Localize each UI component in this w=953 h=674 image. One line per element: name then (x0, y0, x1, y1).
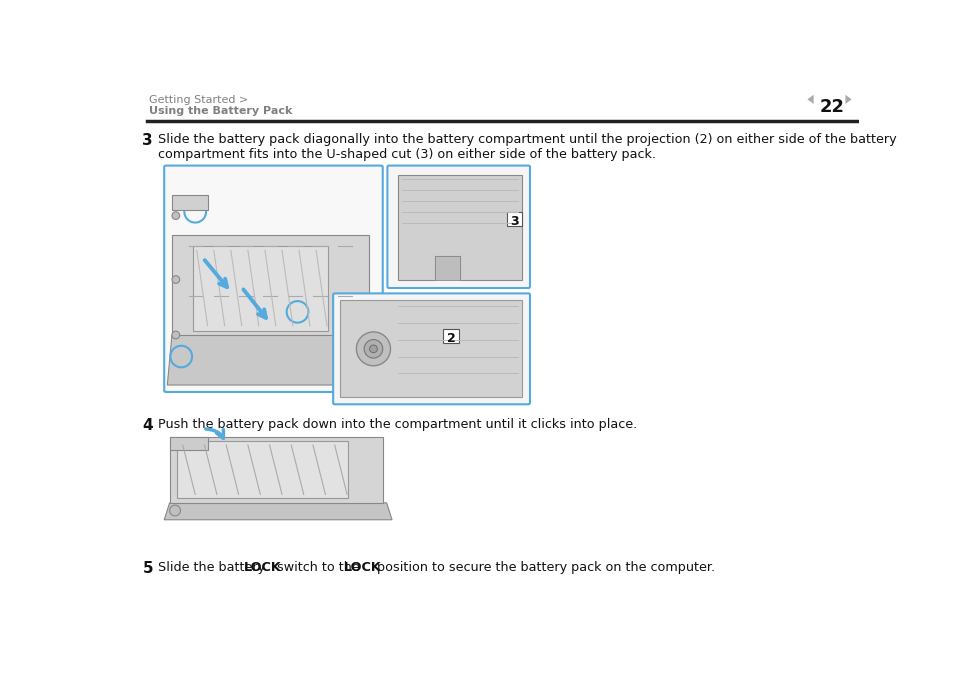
Polygon shape (340, 301, 521, 396)
FancyBboxPatch shape (333, 293, 530, 404)
Circle shape (170, 505, 180, 516)
Text: 5: 5 (142, 561, 153, 576)
Text: switch to the: switch to the (273, 561, 364, 574)
FancyBboxPatch shape (506, 212, 521, 226)
Circle shape (356, 332, 390, 366)
Polygon shape (435, 256, 459, 280)
Text: Slide the battery: Slide the battery (158, 561, 269, 574)
Circle shape (172, 331, 179, 339)
Text: Push the battery pack down into the compartment until it clicks into place.: Push the battery pack down into the comp… (158, 418, 637, 431)
Text: Slide the battery pack diagonally into the battery compartment until the project: Slide the battery pack diagonally into t… (158, 133, 896, 161)
Polygon shape (806, 95, 813, 104)
Text: LOCK: LOCK (343, 561, 381, 574)
FancyBboxPatch shape (443, 329, 458, 342)
Text: 3: 3 (510, 215, 518, 228)
Text: position to secure the battery pack on the computer.: position to secure the battery pack on t… (373, 561, 714, 574)
Polygon shape (193, 247, 328, 331)
FancyBboxPatch shape (164, 166, 382, 392)
Circle shape (172, 276, 179, 283)
Text: 2: 2 (446, 332, 455, 345)
Polygon shape (167, 335, 375, 385)
FancyBboxPatch shape (387, 166, 530, 288)
Polygon shape (177, 441, 348, 498)
Text: LOCK: LOCK (244, 561, 281, 574)
Text: 3: 3 (142, 133, 153, 148)
Circle shape (172, 212, 179, 220)
Circle shape (364, 340, 382, 358)
Polygon shape (170, 437, 382, 503)
Polygon shape (170, 437, 208, 450)
Text: Using the Battery Pack: Using the Battery Pack (149, 106, 292, 115)
Circle shape (369, 345, 377, 353)
Polygon shape (397, 175, 521, 280)
Polygon shape (172, 195, 208, 210)
Text: 22: 22 (819, 98, 843, 116)
Text: 4: 4 (142, 418, 153, 433)
Polygon shape (164, 503, 392, 520)
Polygon shape (844, 95, 851, 104)
Text: Getting Started >: Getting Started > (149, 95, 248, 104)
Polygon shape (172, 235, 369, 335)
